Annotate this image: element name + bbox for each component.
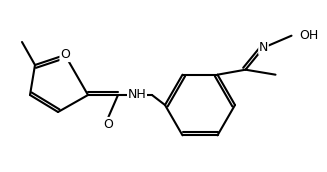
Text: N: N: [259, 41, 268, 54]
Text: O: O: [103, 117, 113, 131]
Text: O: O: [60, 49, 70, 62]
Text: OH: OH: [300, 29, 319, 42]
Text: NH: NH: [128, 89, 146, 101]
